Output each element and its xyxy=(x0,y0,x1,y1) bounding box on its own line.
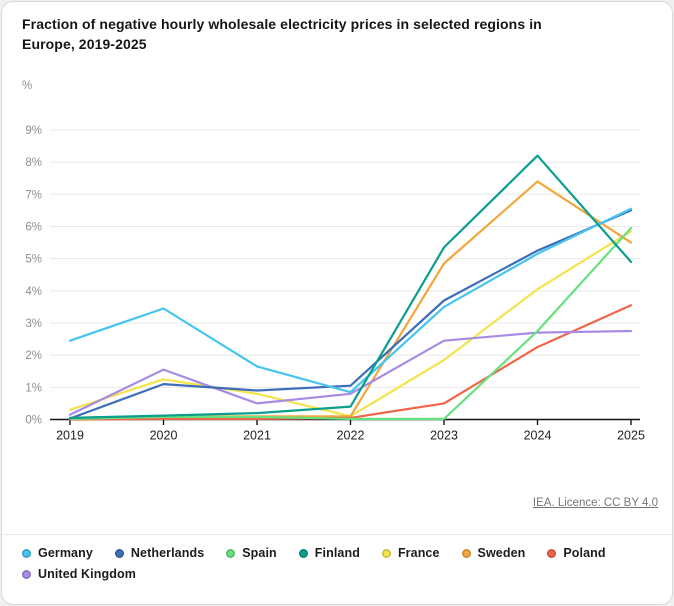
y-tick-label: 2% xyxy=(25,350,42,362)
legend-label: Germany xyxy=(38,546,93,560)
x-tick-label: 2021 xyxy=(243,429,271,443)
y-tick-label: 5% xyxy=(25,254,42,266)
x-tick-label: 2019 xyxy=(56,429,84,443)
legend-item-netherlands[interactable]: Netherlands xyxy=(114,546,205,560)
legend-label: Poland xyxy=(563,546,606,560)
legend-swatch-icon xyxy=(461,548,471,558)
x-tick-label: 2023 xyxy=(430,429,458,443)
legend-swatch-icon xyxy=(226,548,236,558)
legend-item-united-kingdom[interactable]: United Kingdom xyxy=(22,567,136,581)
series-line-finland[interactable] xyxy=(68,154,633,419)
legend-row: United Kingdom xyxy=(22,567,662,581)
legend-swatch-icon xyxy=(22,548,31,558)
series-line-poland[interactable] xyxy=(68,304,633,421)
legend-label: Sweden xyxy=(477,546,526,560)
chart-plot-area[interactable]: 0% 1% 2% 3% 4% 5% 6% 7% 8% 9% 2019 2020 2021 2022 2023… xyxy=(2,2,673,462)
legend-divider xyxy=(2,534,672,535)
legend-swatch-icon xyxy=(298,548,308,558)
x-tick-label: 2020 xyxy=(150,429,178,443)
legend-swatch-icon xyxy=(22,569,31,579)
chart-title: Fraction of negative hourly wholesale el… xyxy=(22,16,542,53)
series-line-netherlands[interactable] xyxy=(68,209,633,420)
legend-label: Netherlands xyxy=(130,546,205,560)
y-tick-label: 0% xyxy=(25,415,42,427)
x-tick-label: 2022 xyxy=(337,429,365,443)
y-axis-unit-label: % xyxy=(22,80,33,92)
chart-legend: Germany Netherlands Spain Finland France Swed… xyxy=(22,546,662,581)
legend-swatch-icon xyxy=(547,548,557,558)
series-line-germany[interactable] xyxy=(68,207,633,394)
series-line-united-kingdom[interactable] xyxy=(68,329,633,416)
x-tick-label: 2025 xyxy=(617,429,645,443)
x-tick-label: 2024 xyxy=(524,429,552,443)
y-tick-label: 6% xyxy=(25,221,42,233)
legend-swatch-icon xyxy=(381,548,391,558)
legend-item-finland[interactable]: Finland xyxy=(298,546,360,560)
licence-link[interactable]: IEA. Licence: CC BY 4.0 xyxy=(532,497,658,509)
y-tick-label: 8% xyxy=(25,157,42,169)
legend-item-poland[interactable]: Poland xyxy=(547,546,606,560)
y-tick-label: 4% xyxy=(25,286,42,298)
y-tick-label: 9% xyxy=(25,125,42,137)
legend-label: France xyxy=(397,546,440,560)
legend-row: Germany Netherlands Spain Finland France Swed… xyxy=(22,546,662,560)
y-tick-label: 3% xyxy=(25,318,42,330)
legend-label: Spain xyxy=(242,546,277,560)
legend-item-spain[interactable]: Spain xyxy=(226,546,277,560)
legend-item-france[interactable]: France xyxy=(381,546,440,560)
legend-item-germany[interactable]: Germany xyxy=(22,546,93,560)
legend-swatch-icon xyxy=(114,548,124,558)
legend-label: United Kingdom xyxy=(38,567,136,581)
legend-item-sweden[interactable]: Sweden xyxy=(461,546,526,560)
y-tick-label: 7% xyxy=(25,189,42,201)
legend-label: Finland xyxy=(314,546,360,560)
y-tick-label: 1% xyxy=(25,382,42,394)
series-line-spain[interactable] xyxy=(68,227,633,420)
